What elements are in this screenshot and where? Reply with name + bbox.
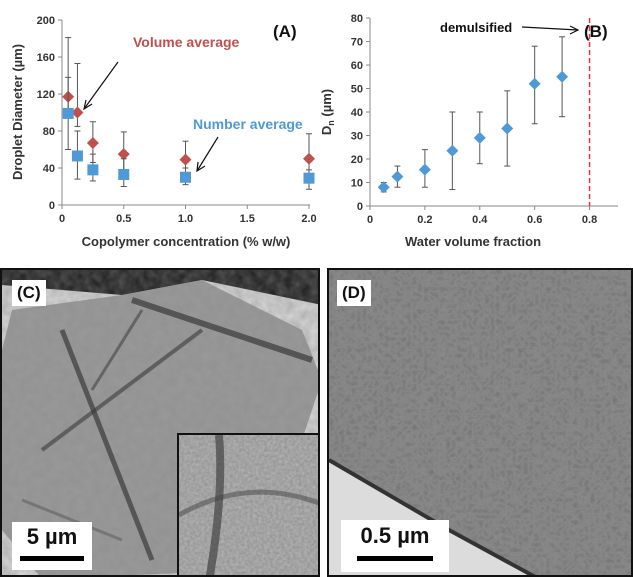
data-point-square bbox=[180, 171, 191, 183]
demulsified-arrow bbox=[521, 26, 579, 31]
data-point-diamond bbox=[446, 144, 459, 157]
x-tick-label: 0.4 bbox=[472, 214, 488, 226]
number-average-annotation: Number average bbox=[193, 116, 303, 132]
y-tick-label: 20 bbox=[351, 154, 363, 166]
micrograph-d-scale-text: 0.5 µm bbox=[360, 523, 430, 548]
micrograph-d-label: (D) bbox=[337, 280, 371, 306]
charts-svg: Droplet Diameter (µm) Copolymer concentr… bbox=[10, 13, 618, 249]
x-tick-label: 0 bbox=[367, 214, 373, 226]
data-point-diamond bbox=[86, 137, 99, 150]
data-point-square bbox=[62, 107, 74, 119]
y-tick-label: 70 bbox=[351, 37, 363, 49]
demulsified-annotation: demulsified bbox=[440, 20, 512, 35]
micrograph-c-scale-text: 5 µm bbox=[26, 524, 78, 549]
data-point-square bbox=[71, 150, 83, 162]
data-point-diamond bbox=[391, 170, 404, 183]
y-tick-label: 120 bbox=[37, 89, 55, 101]
y-tick-label: 50 bbox=[351, 84, 363, 96]
y-tick-label: 40 bbox=[43, 163, 55, 175]
volume-arrow bbox=[83, 61, 119, 110]
data-point-diamond bbox=[71, 106, 84, 119]
x-tick-label: 1.5 bbox=[240, 213, 255, 225]
volume-average-annotation: Volume average bbox=[133, 34, 240, 50]
data-point-diamond bbox=[303, 152, 315, 165]
data-point-square bbox=[87, 164, 99, 176]
y-tick-label: 80 bbox=[351, 13, 363, 25]
y-tick-label: 0 bbox=[49, 200, 55, 212]
panel-b-letter: (B) bbox=[584, 22, 608, 41]
x-tick-label: 0.5 bbox=[116, 213, 131, 225]
y-tick-label: 40 bbox=[351, 107, 363, 119]
x-tick-label: 2.0 bbox=[301, 213, 316, 225]
data-point-square bbox=[303, 172, 315, 184]
x-tick-label: 1.0 bbox=[178, 213, 193, 225]
data-point-diamond bbox=[501, 122, 514, 135]
data-point-diamond bbox=[528, 77, 541, 90]
data-point-square bbox=[118, 168, 130, 180]
micrograph-d: (D) 0.5 µm bbox=[327, 268, 633, 577]
panel-a-letter: (A) bbox=[273, 22, 297, 41]
x-tick-label: 0.6 bbox=[527, 214, 542, 226]
y-tick-label: 80 bbox=[43, 126, 55, 138]
panel-b: Dn (µm) Water volume fraction (B) demuls… bbox=[319, 13, 618, 249]
x-tick-label: 0 bbox=[59, 213, 65, 225]
data-point-diamond bbox=[418, 163, 431, 176]
micrograph-c-label: (C) bbox=[12, 280, 46, 306]
number-arrow-head bbox=[196, 161, 206, 173]
volume-arrow-head bbox=[83, 99, 93, 111]
y-tick-label: 200 bbox=[37, 15, 55, 27]
y-tick-label: 10 bbox=[351, 178, 363, 190]
panel-b-y-label: Dn (µm) bbox=[319, 89, 336, 135]
data-point-diamond bbox=[179, 153, 192, 166]
panel-a-x-label: Copolymer concentration (% w/w) bbox=[82, 234, 291, 249]
micrograph-d-scale: 0.5 µm bbox=[341, 520, 449, 572]
micrograph-c-inset bbox=[177, 433, 318, 575]
panel-a: Droplet Diameter (µm) Copolymer concentr… bbox=[10, 15, 317, 249]
micrograph-d-scale-bar bbox=[357, 556, 433, 561]
data-point-diamond bbox=[377, 181, 390, 194]
y-tick-label: 0 bbox=[357, 201, 363, 213]
y-tick-label: 30 bbox=[351, 131, 363, 143]
number-arrow bbox=[196, 136, 219, 172]
data-point-diamond bbox=[556, 70, 569, 83]
data-point-diamond bbox=[473, 131, 486, 144]
x-tick-label: 0.8 bbox=[582, 214, 597, 226]
micrograph-c: (C) 5 µm bbox=[0, 268, 320, 577]
y-tick-label: 60 bbox=[351, 60, 363, 72]
y-tick-label: 160 bbox=[37, 52, 55, 64]
demulsified-arrow-head bbox=[569, 25, 580, 35]
micrograph-c-scale-bar bbox=[20, 556, 84, 561]
x-tick-label: 0.2 bbox=[417, 214, 432, 226]
data-point-diamond bbox=[117, 148, 130, 161]
panel-b-x-label: Water volume fraction bbox=[405, 234, 541, 249]
micrograph-c-scale: 5 µm bbox=[12, 522, 92, 570]
panel-a-y-label: Droplet Diameter (µm) bbox=[10, 44, 25, 180]
